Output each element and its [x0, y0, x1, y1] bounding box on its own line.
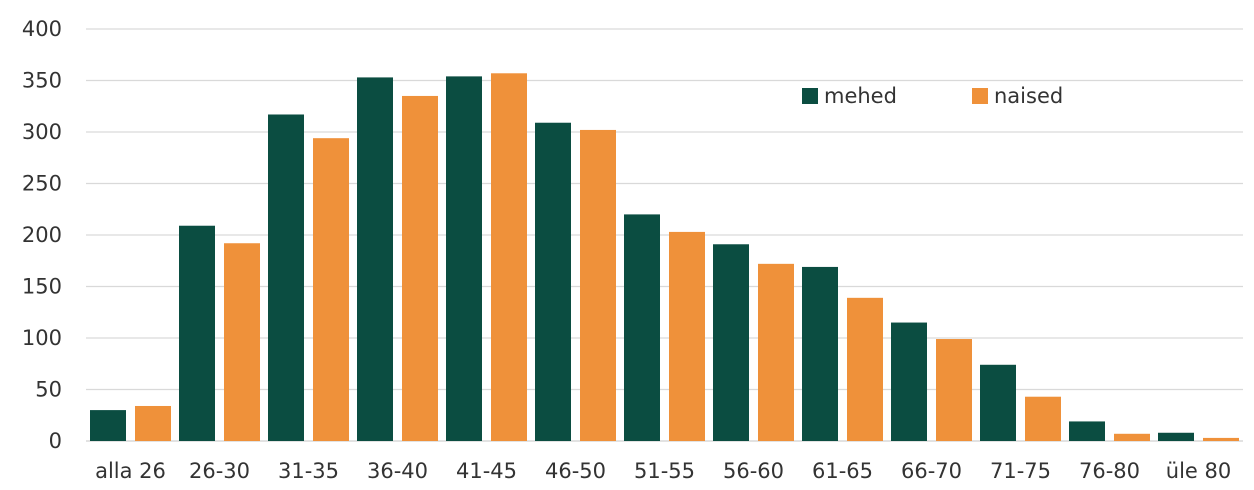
legend: mehed naised: [802, 84, 1063, 108]
y-tick-label: 50: [35, 378, 62, 402]
x-tick-label: 31-35: [278, 459, 339, 483]
bar-mehed-3: [357, 77, 393, 441]
bar-mehed-7: [713, 244, 749, 441]
x-tick-label: 76-80: [1079, 459, 1140, 483]
x-tick-label: 66-70: [901, 459, 962, 483]
bar-naised-4: [491, 73, 527, 441]
bar-mehed-12: [1158, 432, 1194, 441]
x-tick-label: üle 80: [1166, 459, 1231, 483]
legend-swatch-naised: [972, 88, 988, 104]
x-tick-label: 71-75: [990, 459, 1051, 483]
y-tick-label: 200: [22, 223, 62, 247]
bar-mehed-10: [980, 364, 1016, 441]
bar-mehed-8: [802, 266, 838, 441]
bar-naised-12: [1203, 437, 1239, 441]
y-tick-label: 400: [22, 17, 62, 41]
x-tick-label: 36-40: [367, 459, 428, 483]
x-tick-label: alla 26: [95, 459, 166, 483]
x-tick-label: 51-55: [634, 459, 695, 483]
bar-naised-8: [847, 297, 883, 441]
bar-mehed-2: [268, 114, 304, 442]
bar-naised-2: [313, 138, 349, 441]
legend-label-naised: naised: [994, 84, 1063, 108]
legend-swatch-mehed: [802, 88, 818, 104]
bar-naised-10: [1025, 396, 1061, 441]
bar-naised-3: [402, 95, 438, 441]
bar-mehed-5: [535, 122, 571, 441]
x-axis: alla 26 26-30 31-35 36-40 41-45 46-50 51-55 56-…: [95, 459, 1231, 483]
bar-mehed-11: [1069, 421, 1105, 441]
x-tick-label: 61-65: [812, 459, 873, 483]
x-tick-label: 41-45: [456, 459, 517, 483]
bar-naised-5: [580, 129, 616, 441]
legend-label-mehed: mehed: [824, 84, 897, 108]
x-tick-label: 56-60: [723, 459, 784, 483]
bar-naised-0: [135, 405, 171, 441]
y-tick-label: 150: [22, 275, 62, 299]
y-tick-label: 350: [22, 69, 62, 93]
bar-mehed-9: [891, 322, 927, 441]
bar-mehed-4: [446, 76, 482, 441]
y-tick-label: 300: [22, 120, 62, 144]
bar-mehed-6: [624, 214, 660, 441]
bar-naised-11: [1114, 433, 1150, 441]
bar-naised-6: [669, 231, 705, 441]
x-tick-label: 26-30: [189, 459, 250, 483]
y-axis: 0 50 100 150 200 250 300 350 400: [22, 17, 62, 453]
bar-mehed-1: [179, 225, 215, 441]
bar-mehed-0: [90, 410, 126, 441]
x-tick-label: 46-50: [545, 459, 606, 483]
y-tick-label: 0: [49, 429, 62, 453]
y-tick-label: 250: [22, 172, 62, 196]
bars-layer: [90, 73, 1239, 442]
bar-naised-1: [224, 243, 260, 441]
bar-naised-7: [758, 263, 794, 441]
bar-naised-9: [936, 339, 972, 441]
y-tick-label: 100: [22, 326, 62, 350]
